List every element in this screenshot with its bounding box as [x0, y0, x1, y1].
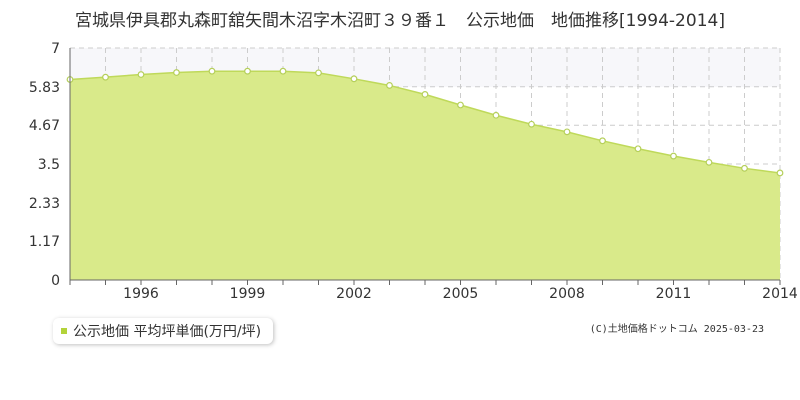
y-tick-label: 4.67	[29, 118, 60, 134]
x-tick-label: 1996	[123, 286, 159, 302]
x-tick-label: 2008	[549, 286, 585, 302]
data-point	[315, 69, 322, 77]
data-point	[350, 75, 358, 83]
legend[interactable]: 公示地価 平均坪単価(万円/坪)	[53, 318, 274, 344]
x-tick-label: 2002	[336, 286, 372, 302]
data-point	[173, 69, 180, 76]
data-point	[705, 158, 713, 166]
data-point	[492, 111, 500, 119]
data-point	[244, 67, 251, 75]
data-point	[457, 101, 464, 109]
data-point	[776, 169, 784, 177]
y-tick-label: 3.5	[38, 157, 60, 173]
legend-label: 公示地価 平均坪単価(万円/坪)	[73, 324, 262, 340]
x-tick-label: 2014	[762, 286, 798, 302]
data-point	[528, 120, 535, 128]
data-point	[670, 152, 677, 160]
data-point	[208, 67, 216, 75]
y-tick-label: 0	[51, 273, 60, 289]
y-tick-label: 2.33	[29, 196, 60, 212]
data-point	[137, 71, 145, 78]
data-point	[102, 73, 109, 81]
y-tick-label: 5.83	[29, 80, 60, 96]
y-tick-label: 1.17	[29, 234, 60, 250]
x-tick-label: 1999	[230, 286, 266, 302]
x-tick-label: 2005	[443, 286, 479, 302]
data-point	[634, 145, 642, 153]
data-point	[563, 128, 571, 136]
y-tick-label: 7	[51, 41, 60, 57]
data-point	[421, 90, 429, 98]
data-point	[279, 67, 287, 75]
data-point	[741, 164, 748, 172]
legend-swatch-icon	[61, 328, 67, 334]
data-point	[386, 82, 393, 89]
x-tick-label: 2011	[656, 286, 692, 302]
series-area	[70, 71, 780, 280]
data-point	[599, 137, 606, 145]
credit-text: (C)土地価格ドットコム 2025-03-23	[589, 324, 764, 335]
chart-title: 宮城県伊具郡丸森町舘矢間木沼字木沼町３９番１ 公示地価 地価推移[1994-20…	[75, 11, 725, 31]
